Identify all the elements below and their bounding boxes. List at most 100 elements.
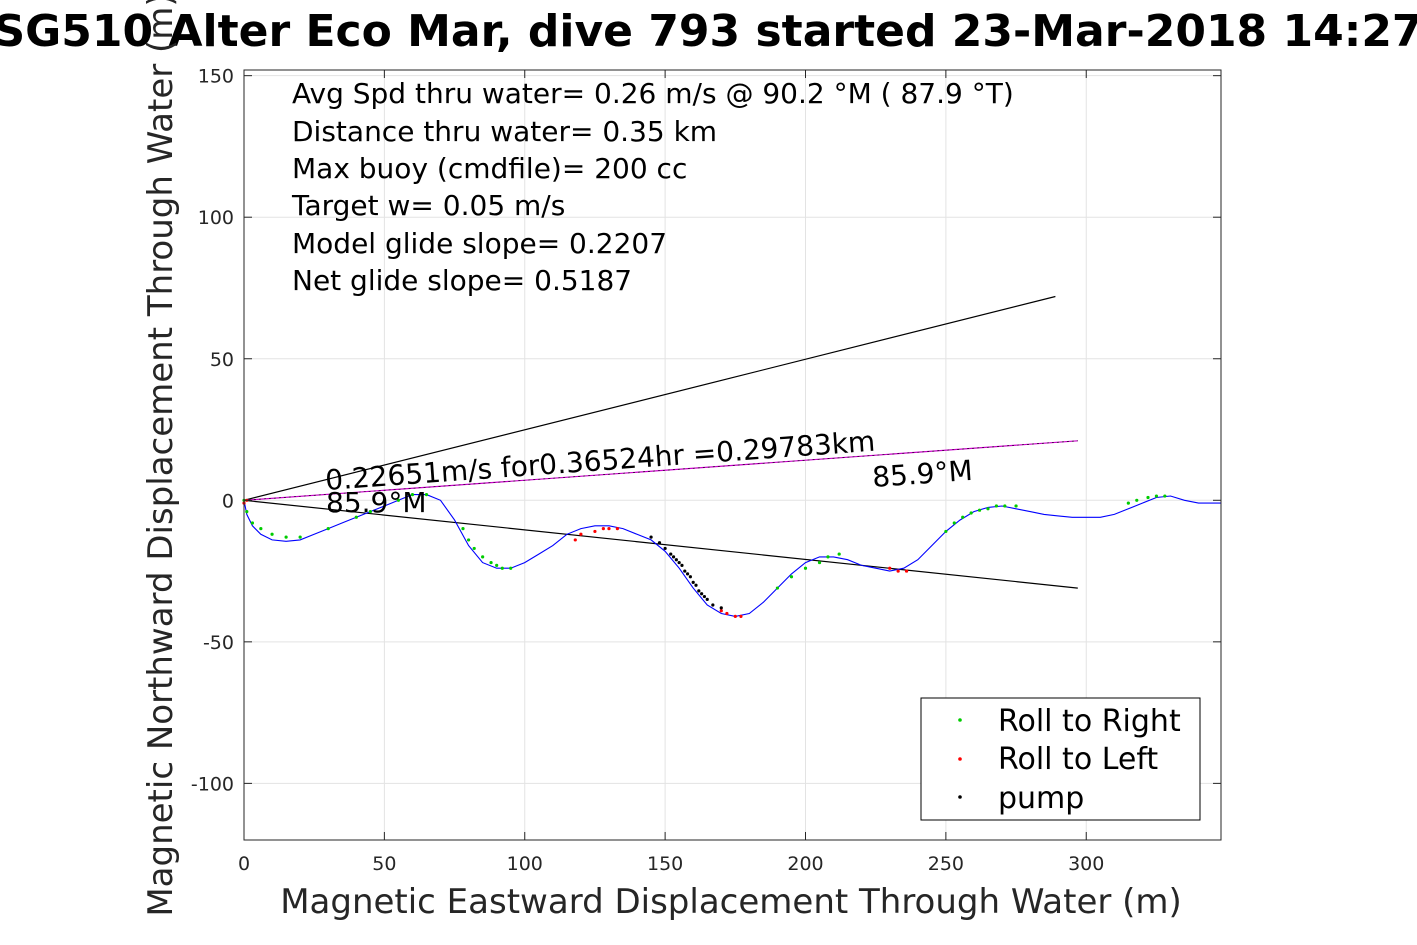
roll-right-point	[1014, 504, 1018, 508]
y-tick-label: 150	[198, 66, 234, 88]
pump-point	[669, 552, 673, 556]
info-block: Avg Spd thru water= 0.26 m/s @ 90.2 °M (…	[291, 77, 1014, 297]
pump-point	[680, 563, 684, 568]
info-line-target-w: Target w= 0.05 m/s	[291, 189, 565, 222]
pump-point	[705, 597, 709, 601]
roll-right-point	[250, 521, 255, 525]
pump-point	[711, 603, 715, 607]
legend-label-pump: pump	[998, 781, 1084, 816]
pump-point	[685, 572, 690, 576]
info-line-max-buoy: Max buoy (cmdfile)= 200 cc	[292, 152, 687, 185]
x-tick-label: 50	[372, 853, 396, 875]
roll-right-point	[461, 527, 465, 531]
roll-right-point	[986, 507, 990, 511]
roll-left-point	[725, 611, 729, 616]
roll-right-point	[481, 555, 485, 559]
pump-point	[674, 558, 678, 562]
pump-point	[649, 535, 653, 539]
info-line-net-glide: Net glide slope= 0.5187	[292, 264, 632, 297]
ticks: 0 50 100 150 200 250 300 -100 -50 0 50 100 150	[191, 66, 1221, 875]
roll-right-point	[489, 560, 493, 565]
roll-right-point	[803, 566, 808, 570]
roll-right-point	[837, 552, 841, 556]
chart-title: SG510 Alter Eco Mar, dive 793 started 23…	[0, 6, 1417, 57]
heading-reference-line	[243, 499, 1078, 589]
series-layer	[243, 295, 1221, 617]
pump-point	[657, 541, 662, 545]
pump-point	[677, 560, 681, 565]
roll-left-point	[607, 527, 611, 531]
roll-right-point	[952, 521, 956, 525]
roll-right-point	[1154, 494, 1159, 498]
pump-point	[702, 594, 707, 599]
legend-marker-pump	[958, 795, 962, 799]
y-axis-label: Magnetic Northward Displacement Through …	[141, 0, 181, 917]
roll-right-point	[284, 535, 288, 539]
legend-marker-roll-right	[958, 718, 962, 722]
roll-right-point	[424, 493, 429, 497]
legend-marker-roll-left	[958, 757, 962, 761]
roll-right-point	[826, 555, 830, 559]
y-tick-label: -100	[191, 773, 234, 795]
roll-right-point	[1163, 494, 1167, 498]
roll-left-point	[593, 529, 597, 534]
x-tick-label: 150	[647, 853, 683, 875]
info-line-avg-speed: Avg Spd thru water= 0.26 m/s @ 90.2 °M (…	[292, 77, 1014, 110]
roll-right-point	[245, 510, 249, 514]
y-tick-label: 0	[222, 490, 234, 512]
legend: Roll to Right Roll to Left pump	[920, 697, 1201, 821]
roll-right-point	[466, 538, 471, 542]
pump-point	[688, 575, 692, 579]
roll-right-point	[368, 510, 372, 514]
legend-label-roll-right: Roll to Right	[998, 704, 1181, 739]
pump-point	[697, 589, 701, 593]
pump-point	[671, 555, 676, 559]
net-displacement-line	[243, 295, 1056, 501]
info-line-model-glide: Model glide slope= 0.2207	[292, 227, 667, 260]
marker-layer	[242, 493, 1167, 618]
roll-right-point	[1146, 495, 1150, 500]
roll-right-point	[472, 546, 476, 551]
y-tick-label: -50	[203, 632, 234, 654]
pump-point	[694, 583, 698, 587]
roll-left-point	[896, 569, 900, 573]
y-tick-label: 100	[198, 207, 234, 229]
heading-annotation-start: 85.9°M	[326, 486, 427, 519]
roll-right-point	[1003, 504, 1007, 508]
pump-point	[700, 592, 704, 596]
y-tick-label: 50	[210, 349, 234, 371]
roll-left-point	[601, 527, 605, 531]
x-tick-label: 300	[1068, 853, 1104, 875]
roll-right-point	[495, 563, 499, 568]
roll-left-point	[615, 527, 619, 531]
legend-label-roll-left: Roll to Left	[998, 742, 1158, 777]
x-tick-label: 0	[238, 853, 250, 875]
roll-left-point	[904, 569, 909, 573]
roll-left-point	[733, 614, 737, 618]
roll-right-point	[961, 515, 965, 519]
roll-right-point	[410, 493, 415, 497]
heading-annotation-end: 85.9°M	[871, 454, 974, 494]
roll-right-point	[396, 498, 401, 502]
roll-left-point	[739, 614, 743, 618]
roll-right-point	[789, 575, 794, 579]
roll-right-point	[775, 586, 780, 590]
roll-right-point	[817, 560, 822, 565]
roll-right-point	[259, 527, 263, 531]
x-axis-label: Magnetic Eastward Displacement Through W…	[280, 882, 1182, 922]
roll-right-point	[969, 511, 973, 515]
pump-point	[663, 546, 667, 551]
legend-box	[920, 697, 1201, 821]
pump-point	[719, 606, 723, 610]
roll-right-point	[326, 527, 330, 531]
roll-right-point	[509, 566, 513, 570]
pump-point	[683, 569, 687, 573]
roll-right-point	[944, 529, 948, 534]
roll-left-point	[579, 532, 583, 536]
roll-left-point	[888, 566, 892, 570]
x-tick-label: 100	[507, 853, 543, 875]
roll-right-point	[1135, 498, 1139, 502]
pump-point	[691, 580, 695, 584]
roll-right-point	[994, 504, 999, 508]
